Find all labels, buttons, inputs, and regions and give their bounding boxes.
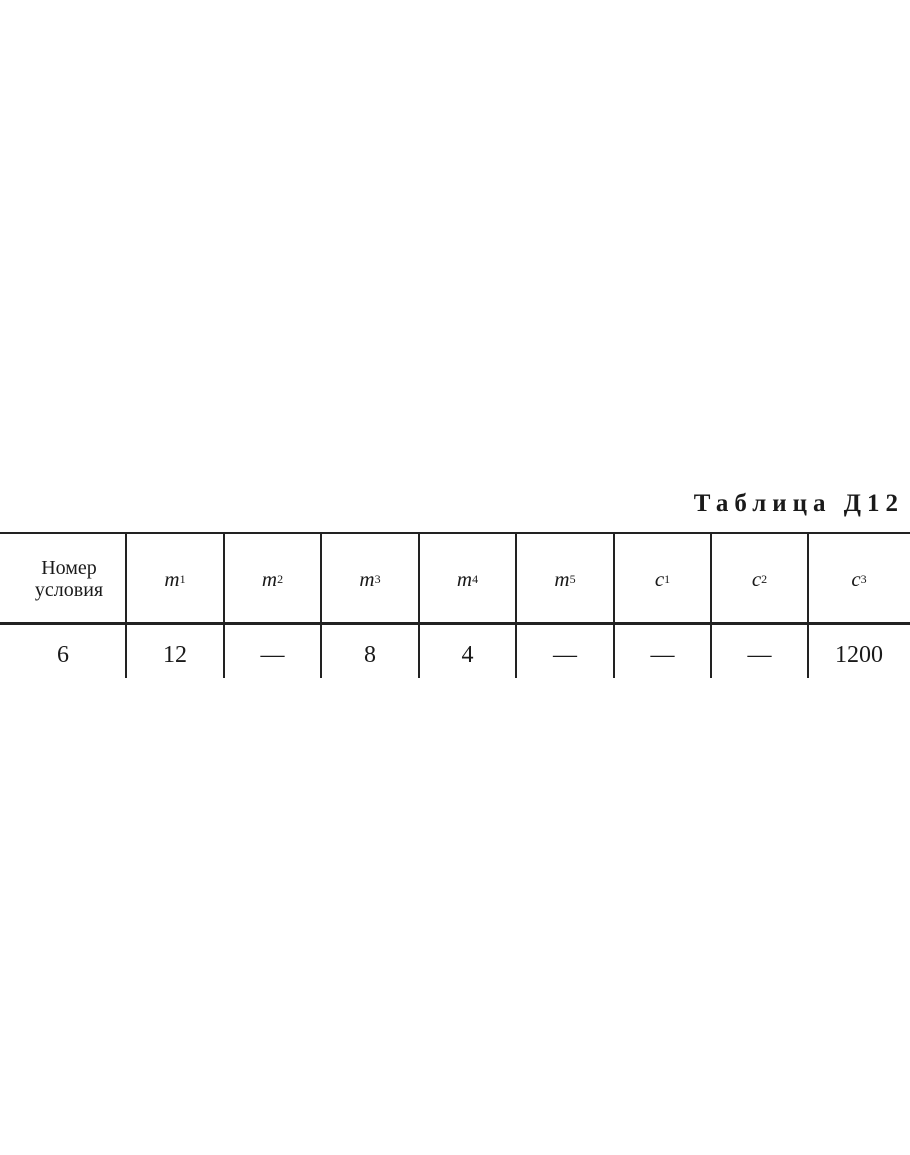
column-divider: [613, 532, 615, 678]
column-subscript: 1: [179, 571, 186, 586]
column-divider: [710, 532, 712, 678]
table-cell: 4: [461, 641, 474, 668]
column-subscript: 4: [472, 571, 479, 586]
column-symbol: c: [851, 566, 861, 591]
column-symbol: m: [164, 566, 180, 591]
column-divider: [418, 532, 420, 678]
table-cell: —: [260, 641, 285, 668]
column-subscript: 3: [860, 571, 867, 586]
column-header: Номер условия: [34, 557, 104, 601]
column-subscript: 5: [569, 571, 576, 586]
table-cell: 6: [57, 641, 69, 668]
column-symbol: c: [654, 566, 665, 591]
column-divider: [125, 532, 127, 678]
column-divider: [320, 532, 322, 678]
column-subscript: 2: [761, 571, 768, 586]
column-divider: [223, 532, 225, 678]
column-symbol: m: [261, 566, 278, 591]
column-divider: [515, 532, 517, 678]
column-symbol: m: [359, 566, 375, 591]
table-cell: —: [747, 641, 772, 668]
data-table: Номер условия m 1 m 2 m 3 m 4 m 5 c 1 c 2 c 3 6 12—8 4— — —12…: [0, 532, 910, 678]
table-cell: 8: [364, 641, 376, 668]
table-title: Таблица Д12: [693, 490, 904, 517]
column-subscript: 3: [374, 571, 381, 586]
table-cell: 12: [163, 641, 187, 668]
column-symbol: m: [456, 566, 473, 591]
table-cell: 1200: [835, 641, 883, 668]
column-subscript: 2: [277, 571, 284, 586]
column-symbol: c: [751, 566, 762, 591]
table-cell: —: [650, 641, 675, 668]
table-cell: —: [553, 641, 577, 668]
column-subscript: 1: [664, 571, 671, 586]
table-top-rule: [0, 532, 910, 534]
column-divider: [807, 532, 809, 678]
header-bottom-rule: [0, 622, 910, 625]
column-symbol: m: [554, 566, 570, 591]
